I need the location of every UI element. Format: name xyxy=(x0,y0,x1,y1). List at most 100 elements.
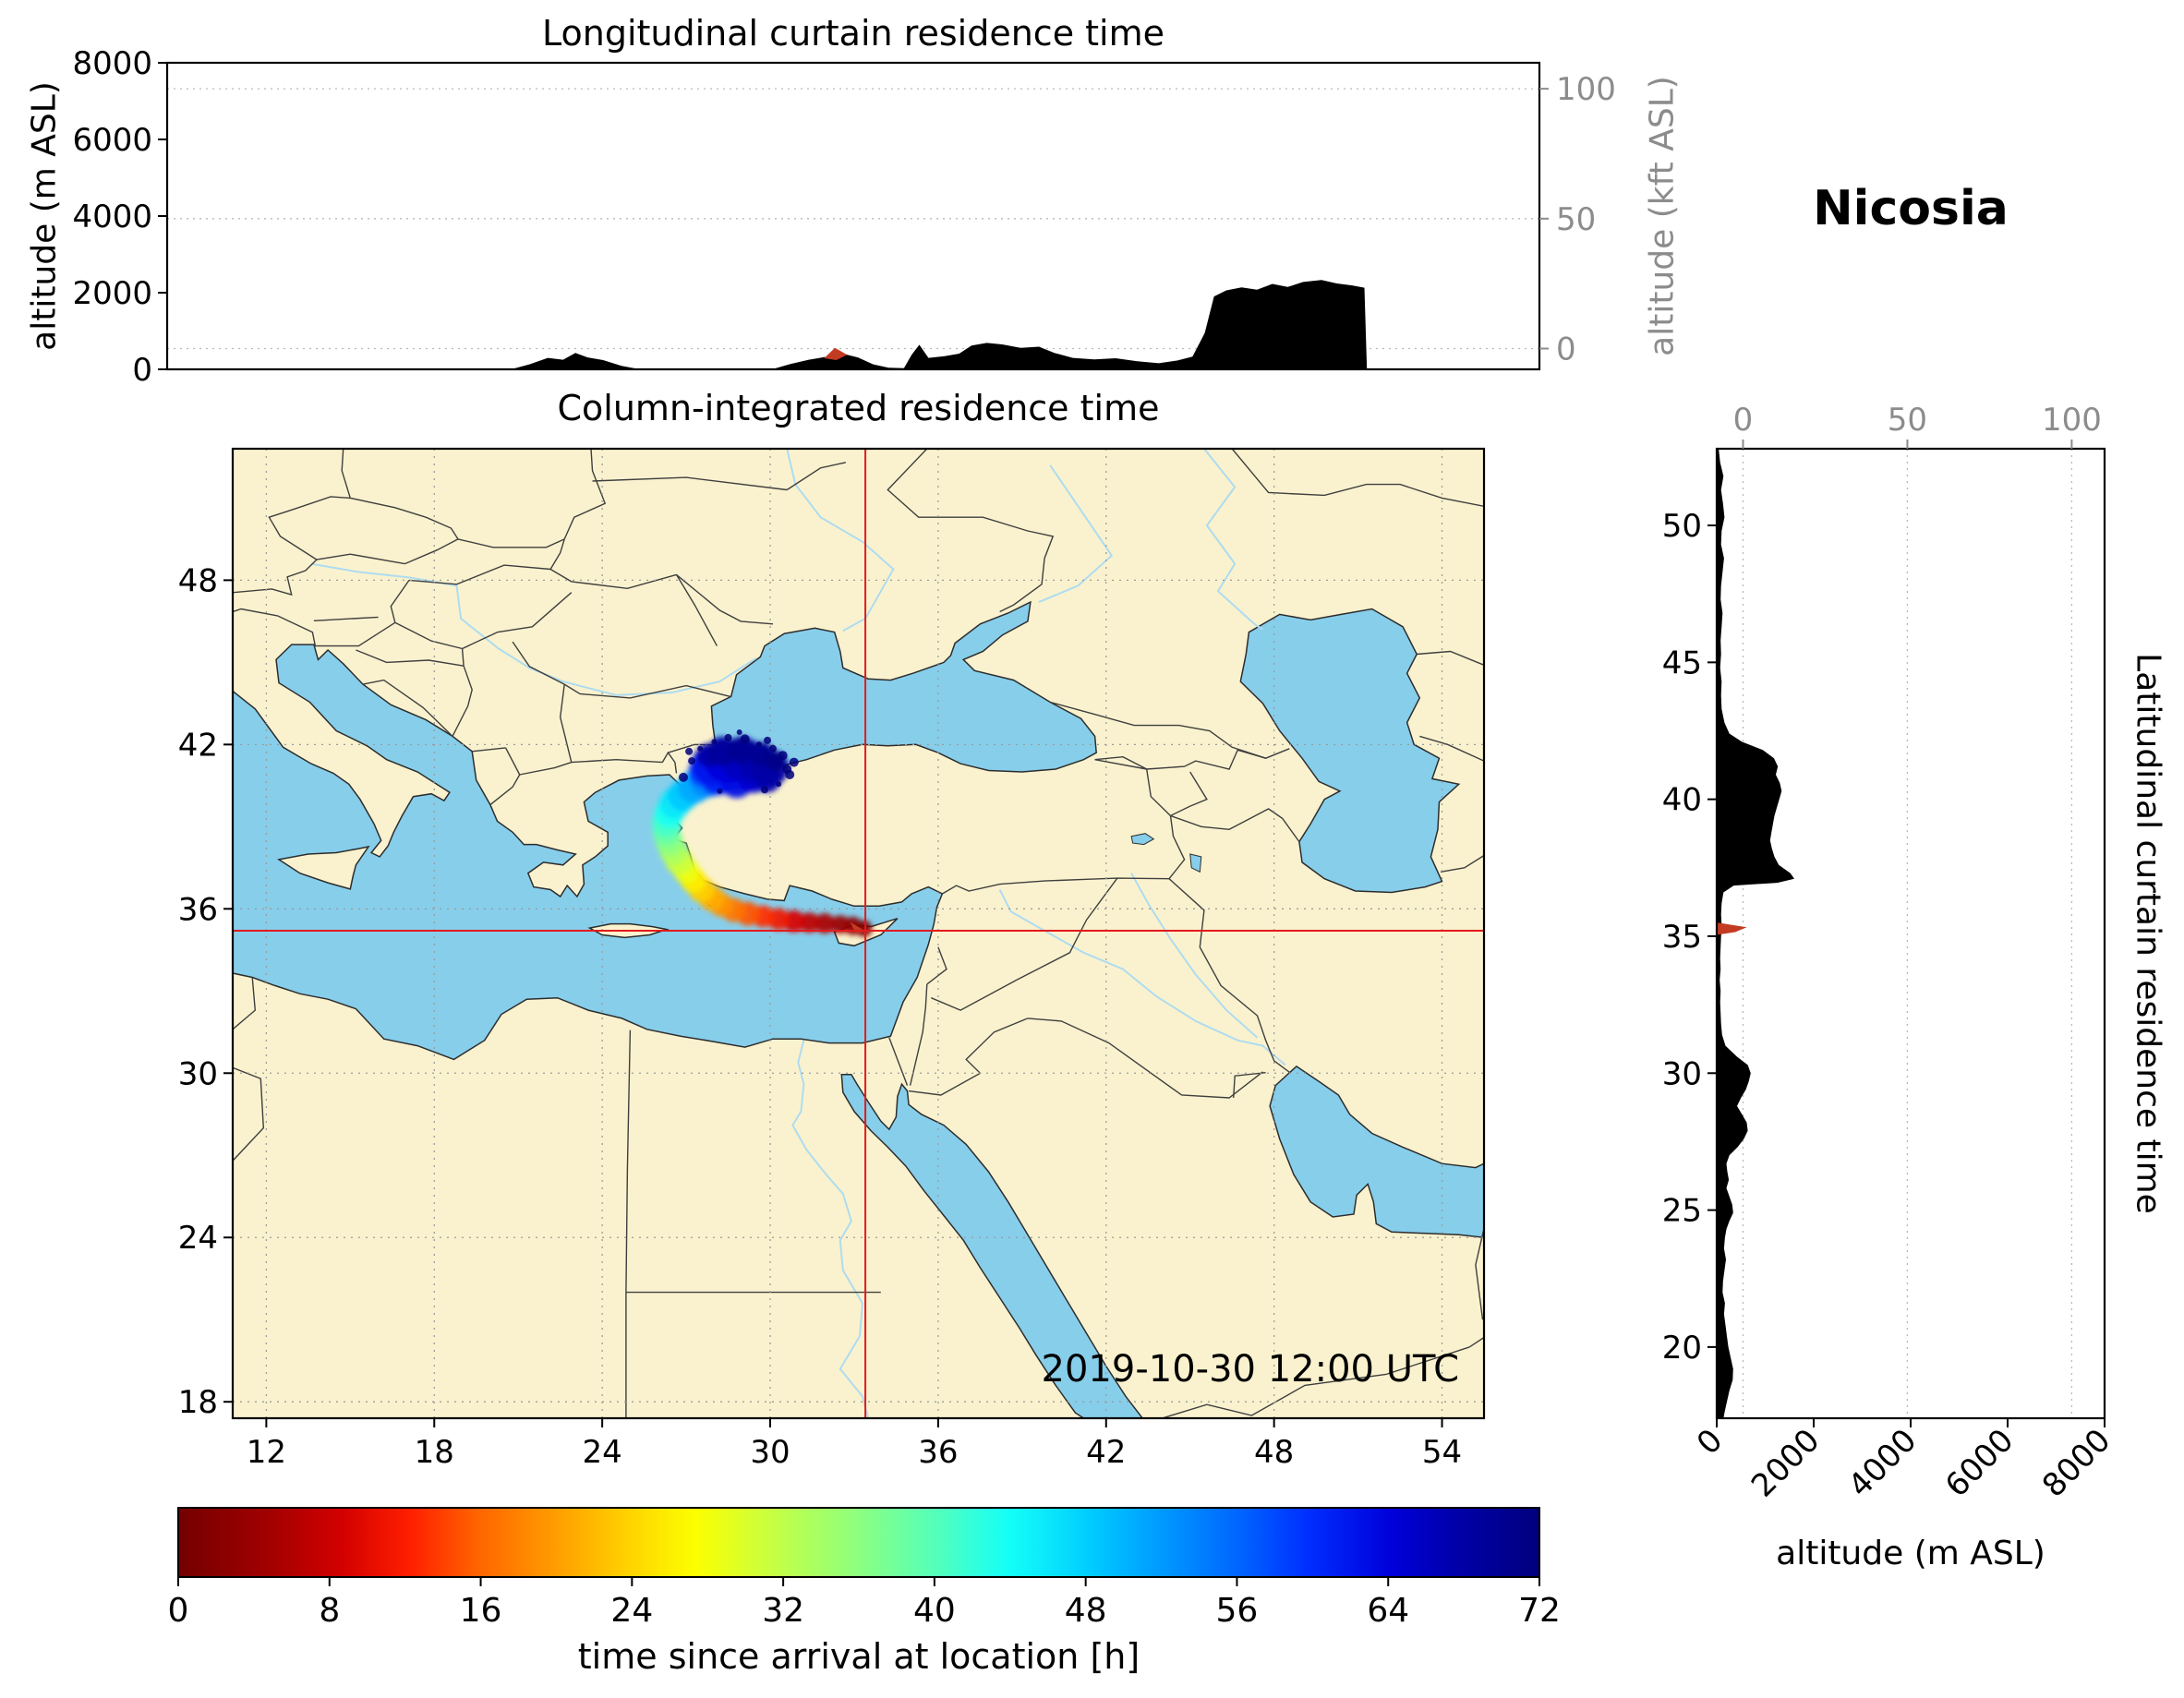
tick-label: 48 xyxy=(1254,1434,1294,1471)
country-border xyxy=(489,774,521,806)
tick-label: 30 xyxy=(750,1434,790,1471)
country-border xyxy=(1468,1336,1484,1348)
sicily-island xyxy=(277,845,370,890)
country-border xyxy=(549,538,565,570)
trajectory-speckle xyxy=(761,786,768,794)
tick-label: 56 xyxy=(1216,1592,1259,1630)
longitudinal-curtain-title: Longitudinal curtain residence time xyxy=(542,13,1164,54)
country-border xyxy=(356,649,465,667)
country-border xyxy=(350,497,459,540)
country-border xyxy=(625,1030,632,1293)
tick-label: 30 xyxy=(1662,1055,1702,1092)
tick-label: 100 xyxy=(2042,402,2102,439)
trajectory-speckle xyxy=(685,747,694,755)
country-border xyxy=(233,1066,265,1162)
tick-label: 24 xyxy=(610,1592,653,1630)
latitudinal-curtain-panel: 20 25 30 35 40 45 50 0 2000 4000 6000 8000 0 50 100 xyxy=(1662,402,2118,1505)
lake xyxy=(1130,833,1155,846)
tick-label: 2000 xyxy=(72,275,152,312)
country-border xyxy=(1419,735,1484,762)
country-border xyxy=(1475,1230,1484,1320)
tick-label: 18 xyxy=(415,1434,454,1471)
tick-label: 24 xyxy=(178,1220,218,1257)
tick-label: 100 xyxy=(1556,71,1616,108)
tick-label: 0 xyxy=(1733,402,1754,439)
tick-label: 45 xyxy=(1662,644,1702,681)
country-border xyxy=(888,1037,909,1086)
river xyxy=(786,449,895,632)
country-border xyxy=(504,747,521,776)
tick-label: 36 xyxy=(178,891,218,928)
tick-label: 8 xyxy=(319,1592,340,1630)
tick-label: 0 xyxy=(132,352,152,389)
map-title: Column-integrated residence time xyxy=(557,388,1160,428)
country-border xyxy=(931,979,1018,1011)
country-border xyxy=(676,573,774,625)
right-panel-altitude-xlabel: altitude (m ASL) xyxy=(1776,1535,2045,1572)
tick-label: 0 xyxy=(1690,1422,1731,1463)
station-title: Nicosia xyxy=(1813,181,2009,236)
trajectory-speckle xyxy=(711,739,718,745)
country-border xyxy=(559,684,573,763)
colorbar-gradient xyxy=(177,1507,1540,1578)
trajectory-speckle xyxy=(736,729,742,735)
tick-label: 8000 xyxy=(2035,1422,2118,1504)
trajectory-speckle xyxy=(778,751,788,761)
black-sea xyxy=(710,600,1097,773)
country-border xyxy=(316,553,405,565)
trajectory-speckle xyxy=(789,757,799,767)
country-border xyxy=(1168,878,1292,1074)
tick-label: 54 xyxy=(1422,1434,1462,1471)
trajectory-point xyxy=(830,915,850,934)
country-border xyxy=(592,476,788,491)
country-border xyxy=(926,946,947,985)
tick-label: 4000 xyxy=(72,199,152,235)
trajectory-speckle xyxy=(755,741,762,748)
map-clipped-content xyxy=(233,449,1484,1418)
country-border xyxy=(457,538,565,548)
trajectory-speckle xyxy=(679,772,688,782)
country-border xyxy=(887,449,1055,613)
country-border xyxy=(408,564,551,585)
tick-label: 40 xyxy=(913,1592,956,1630)
country-border xyxy=(571,758,663,764)
trajectory-speckle xyxy=(724,733,732,741)
country-border xyxy=(563,449,607,540)
country-border xyxy=(268,496,351,560)
persian-gulf xyxy=(1269,1065,1484,1238)
country-border xyxy=(390,579,410,623)
country-border xyxy=(313,616,379,621)
lake xyxy=(1189,853,1202,873)
longitudinal-residence-silhouette xyxy=(167,280,1539,369)
country-border xyxy=(661,751,678,774)
longitudinal-curtain-panel: 0 2000 4000 6000 8000 0 50 100 xyxy=(72,45,1615,389)
river xyxy=(998,889,1286,1066)
country-border xyxy=(472,747,506,753)
country-border xyxy=(1027,1018,1263,1099)
country-border xyxy=(1168,815,1186,880)
tick-label: 32 xyxy=(762,1592,804,1630)
tick-label: 4000 xyxy=(1841,1422,1924,1504)
tick-label: 48 xyxy=(1065,1592,1107,1630)
country-border xyxy=(549,568,677,590)
country-border xyxy=(362,679,453,737)
axes-frame xyxy=(1715,447,2106,1420)
trajectory-speckle xyxy=(717,788,723,794)
tick-label: 42 xyxy=(178,727,218,764)
country-border xyxy=(233,977,257,1030)
tick-label: 6000 xyxy=(72,122,152,159)
red-sea xyxy=(840,1074,1144,1418)
tick-label: 40 xyxy=(1662,782,1702,819)
tick-label: 20 xyxy=(1662,1330,1702,1367)
country-border xyxy=(675,574,718,646)
country-border xyxy=(909,1018,1029,1096)
country-border xyxy=(233,559,318,596)
river xyxy=(791,1040,870,1418)
river xyxy=(1203,449,1264,631)
country-border xyxy=(341,449,351,499)
trajectory-plume xyxy=(651,736,873,937)
country-border xyxy=(233,608,278,617)
country-border xyxy=(786,462,847,491)
tick-label: 48 xyxy=(178,562,218,599)
